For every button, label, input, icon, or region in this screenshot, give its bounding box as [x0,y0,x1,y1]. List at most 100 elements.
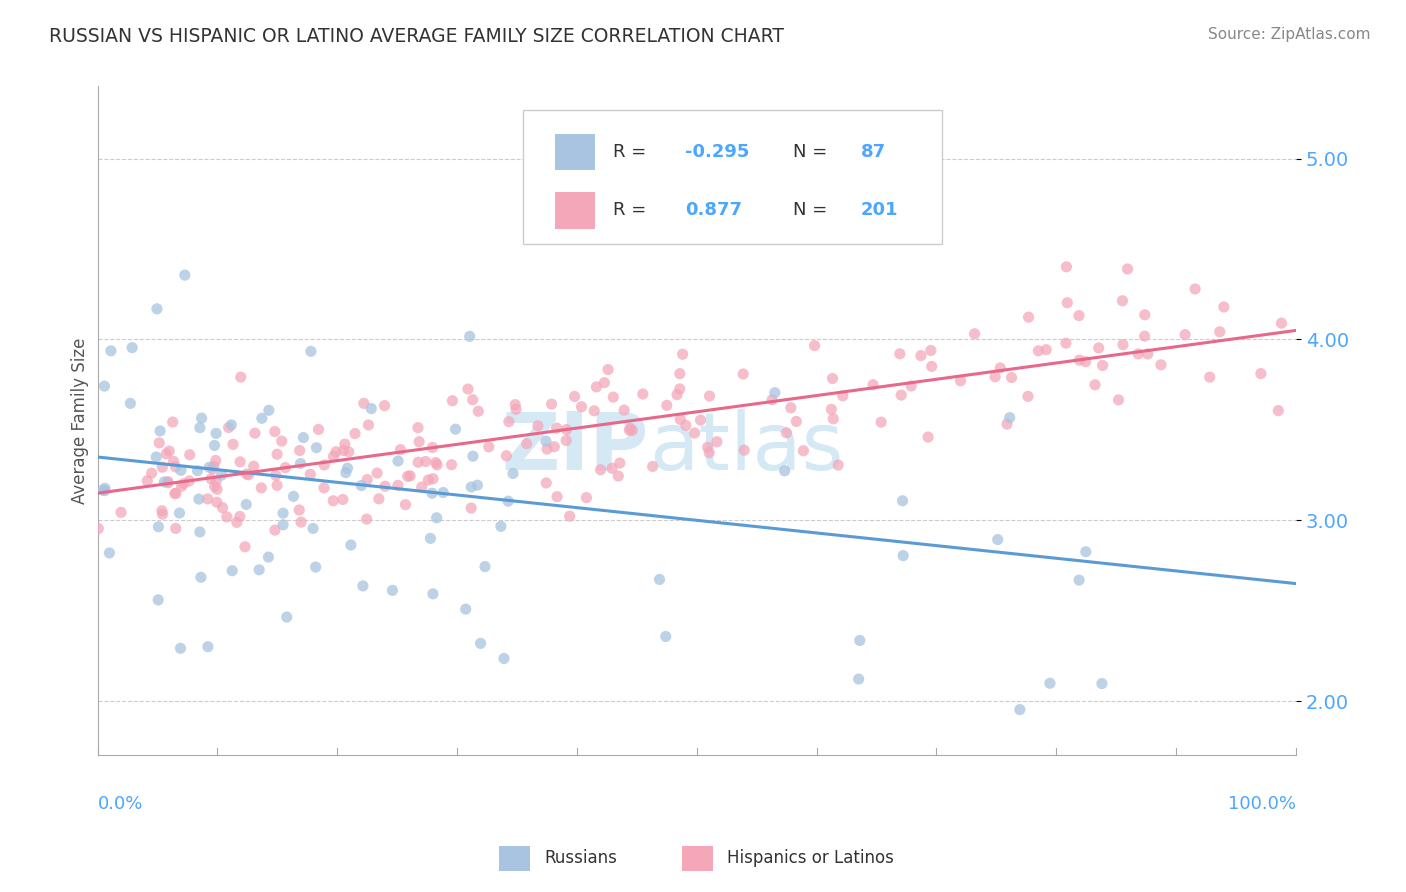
Point [91,483,114,497]
Point [460,480,482,494]
Point [222,437,245,451]
Point [264,523,287,537]
Point [527,418,550,433]
Point [555,423,578,437]
Point [666,387,689,401]
Point [1091,359,1114,373]
Point [165,521,187,535]
Point [157,444,180,458]
Point [179,474,201,488]
Point [271,506,294,520]
Point [387,454,409,468]
Point [152,507,174,521]
Point [156,475,179,489]
Point [270,434,292,449]
Point [187,492,209,507]
Point [803,338,825,352]
Point [304,560,326,574]
Point [387,478,409,492]
Point [305,441,328,455]
Point [849,633,872,648]
Point [188,420,211,434]
Point [312,481,335,495]
Point [1128,347,1150,361]
FancyBboxPatch shape [555,134,595,170]
Point [1174,327,1197,342]
Point [288,443,311,458]
Text: R =: R = [613,143,652,161]
Point [190,570,212,584]
Point [609,456,631,470]
Point [1116,262,1139,277]
Point [419,532,441,546]
Point [675,418,697,433]
Point [332,443,354,458]
Point [238,467,260,482]
Point [432,485,454,500]
Point [1017,389,1039,403]
Point [352,579,374,593]
Point [669,412,692,426]
Text: R =: R = [613,201,652,219]
Point [467,404,489,418]
Point [356,512,378,526]
Point [689,413,711,427]
Point [1054,260,1077,274]
Point [374,479,396,493]
Point [110,505,132,519]
Point [467,478,489,492]
Point [150,504,173,518]
Point [406,455,429,469]
Point [1150,358,1173,372]
Point [408,434,430,449]
Point [820,402,842,417]
Point [831,389,853,403]
Point [218,420,240,434]
Point [136,474,159,488]
Point [1111,293,1133,308]
Point [920,343,942,358]
Point [492,651,515,665]
Point [389,442,412,457]
Point [1087,341,1109,355]
Point [761,392,783,407]
Point [340,538,363,552]
Point [607,469,630,483]
Point [266,447,288,461]
Point [322,493,344,508]
Point [333,437,356,451]
Point [204,438,226,452]
Point [170,463,193,477]
Point [1209,325,1232,339]
Point [257,550,280,565]
Point [169,641,191,656]
Point [470,636,492,650]
Point [619,421,641,435]
Point [155,447,177,461]
Point [540,397,562,411]
Point [235,467,257,482]
Point [546,421,568,435]
Point [121,341,143,355]
Point [426,510,449,524]
Point [235,498,257,512]
Point [478,440,501,454]
Point [988,360,1011,375]
Point [655,398,678,412]
Point [162,415,184,429]
Text: 0.877: 0.877 [685,201,742,219]
Point [201,462,224,476]
Point [205,475,228,489]
Point [1000,370,1022,384]
Point [890,388,912,402]
Text: Hispanics or Latinos: Hispanics or Latinos [727,849,894,867]
Point [441,393,464,408]
Point [332,492,354,507]
Point [257,403,280,417]
Point [163,486,186,500]
Point [503,398,526,412]
Point [148,436,170,450]
Point [648,573,671,587]
Point [290,457,312,471]
Point [276,610,298,624]
